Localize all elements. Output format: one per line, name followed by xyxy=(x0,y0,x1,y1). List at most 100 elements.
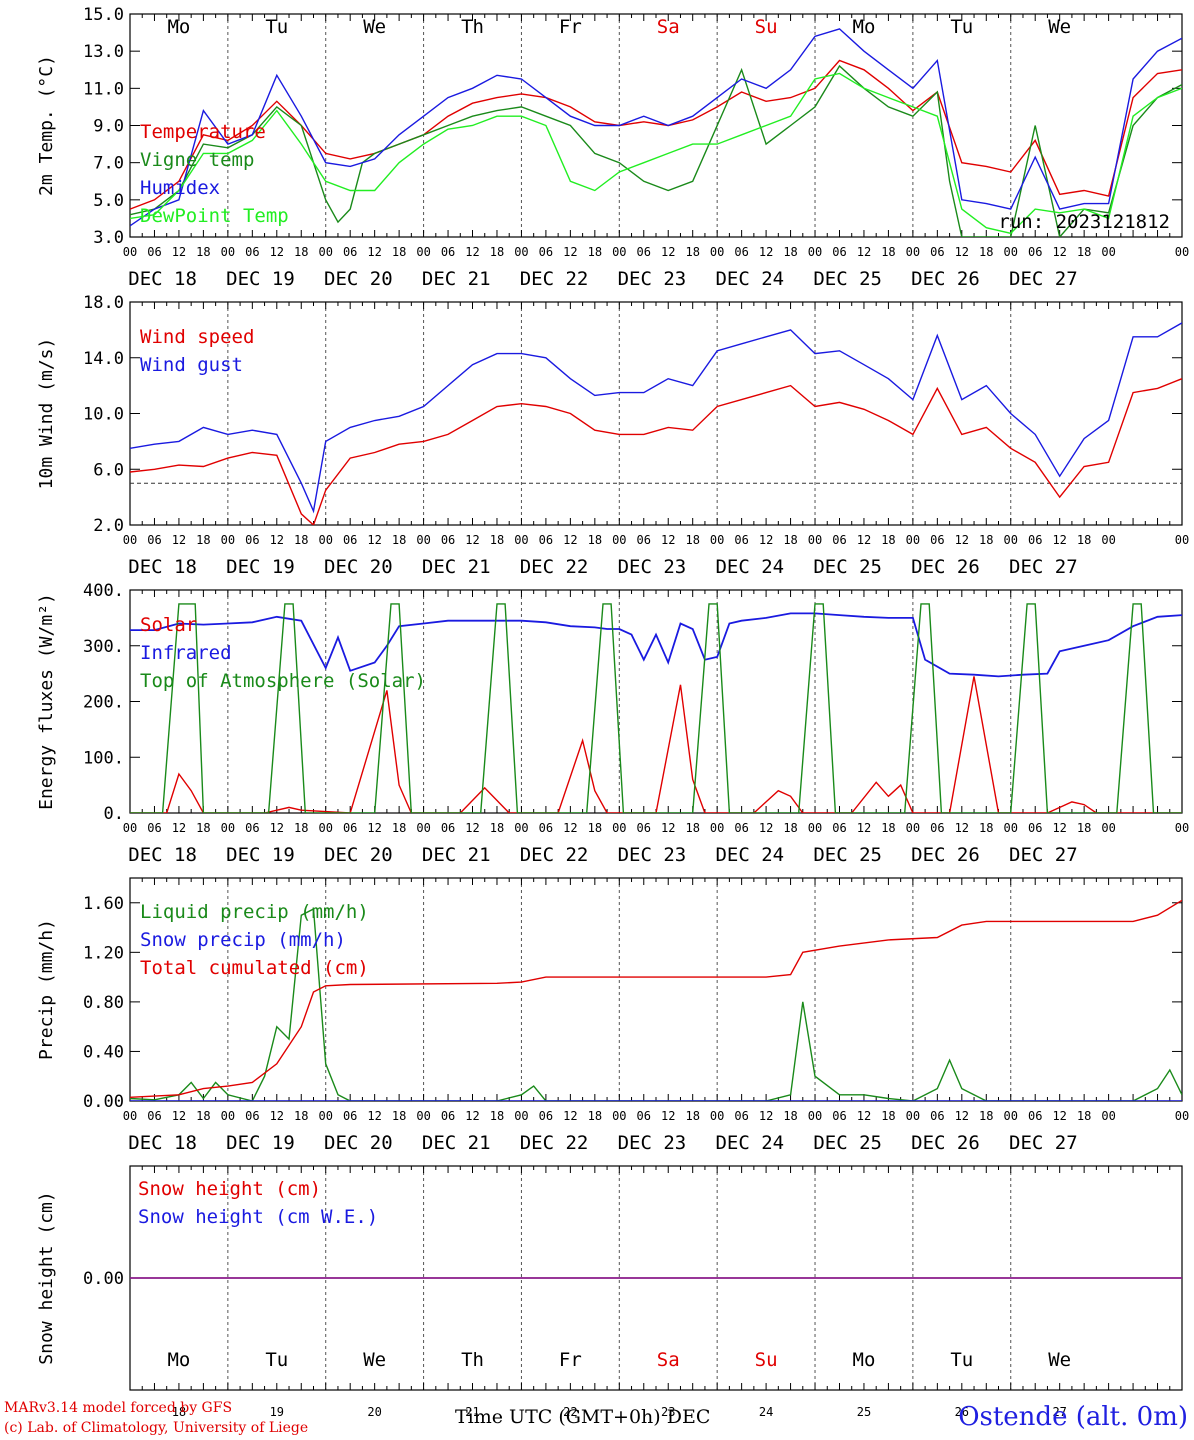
y-tick-label: 300. xyxy=(83,637,124,657)
series-line-vigne-temp xyxy=(130,64,1182,237)
day-date-label: DEC 24 xyxy=(715,844,784,866)
x-tick-label: 06 xyxy=(441,533,455,547)
series-line-wind-speed xyxy=(130,378,1182,525)
y-tick-label: 3.0 xyxy=(93,228,124,248)
lab-credit: (c) Lab. of Climatology, University of L… xyxy=(4,1420,309,1436)
series-line-infrared xyxy=(130,612,1182,678)
x-tick-label: 00 xyxy=(906,821,920,835)
x-tick-label: 12 xyxy=(955,821,969,835)
x-tick-label: 00 xyxy=(906,1109,920,1123)
x-tick-label: 06 xyxy=(245,821,259,835)
y-tick-label: 0. xyxy=(104,804,124,824)
x-tick-label: 18 xyxy=(588,1109,602,1123)
x-tick-label: 06 xyxy=(441,821,455,835)
y-tick-label: 400. xyxy=(83,581,124,601)
x-tick-label: 12 xyxy=(563,821,577,835)
x-tick-label: 18 xyxy=(881,1109,895,1123)
day-date-label: DEC 23 xyxy=(618,1132,687,1154)
x-tick-label: 06 xyxy=(539,821,553,835)
legend-entry: Solar xyxy=(140,614,197,636)
x-tick-label: 12 xyxy=(1052,821,1066,835)
weekday-label: Mo xyxy=(853,1349,876,1371)
x-tick-label: 00 xyxy=(612,245,626,259)
x-tick-label: 12 xyxy=(270,245,284,259)
day-date-label: DEC 25 xyxy=(813,1132,882,1154)
x-tick-label: 12 xyxy=(367,1109,381,1123)
x-tick-label: 00 xyxy=(906,245,920,259)
x-tick-label: 12 xyxy=(465,245,479,259)
x-axis-month: DEC xyxy=(666,1406,711,1428)
panel-2: 00 06 12 18 00 06 12 18 00 06 12 18 00 06 12 18 00 06 12 18… xyxy=(36,293,1189,578)
x-tick-label: 00 xyxy=(808,1109,822,1123)
legend-entry: Temperature xyxy=(140,121,266,143)
x-tick-label: 00 xyxy=(808,533,822,547)
day-date-label: DEC 21 xyxy=(422,556,491,578)
x-tick-label: 06 xyxy=(1028,533,1042,547)
x-tick-label: 06 xyxy=(832,533,846,547)
x-tick-label: 06 xyxy=(343,245,357,259)
weekday-label: Sa xyxy=(657,16,680,38)
x-tick-label: 00 xyxy=(906,533,920,547)
x-tick-label: 12 xyxy=(661,533,675,547)
y-tick-label: 14.0 xyxy=(83,349,124,369)
x-tick-label: 12 xyxy=(857,1109,871,1123)
x-tick-label: 18 xyxy=(685,245,699,259)
day-number-label: 27 xyxy=(1052,1405,1066,1419)
weekday-label: We xyxy=(363,1349,386,1371)
weekday-label: Fr xyxy=(559,16,582,38)
x-tick-label: 12 xyxy=(172,821,186,835)
x-tick-label: 18 xyxy=(588,245,602,259)
plot-frame xyxy=(129,589,1183,814)
day-date-label: DEC 20 xyxy=(324,556,393,578)
x-tick-label: 18 xyxy=(196,533,210,547)
day-date-label: DEC 18 xyxy=(128,1132,197,1154)
x-tick-label: 12 xyxy=(759,821,773,835)
series-line-humidex xyxy=(130,28,1182,227)
panel-3: 00 06 12 18 00 06 12 18 00 06 12 18 00 06 12 18 00 06 12 18… xyxy=(36,581,1189,866)
panel-1: 00 06 12 18 00 06 12 18 00 06 12 18 00 06 12 18 00 06 12 18… xyxy=(36,5,1189,290)
x-tick-label: 00 xyxy=(416,533,430,547)
x-tick-label: 18 xyxy=(685,821,699,835)
x-tick-label: 12 xyxy=(465,1109,479,1123)
y-tick-label: 100. xyxy=(83,748,124,768)
x-tick-label: 00 xyxy=(1101,1109,1115,1123)
x-tick-label: 18 xyxy=(881,245,895,259)
x-tick-label: 18 xyxy=(979,533,993,547)
y-axis-label: 10m Wind (m/s) xyxy=(36,338,57,490)
legend-entry: Vigne temp xyxy=(140,149,254,171)
series-line-dewpoint-temp xyxy=(130,72,1182,235)
x-tick-label: 18 xyxy=(588,533,602,547)
x-tick-label: 00 xyxy=(221,1109,235,1123)
x-tick-label: 18 xyxy=(294,533,308,547)
x-tick-label: 00 xyxy=(1101,821,1115,835)
x-tick-label: 18 xyxy=(783,245,797,259)
x-tick-label: 12 xyxy=(1052,1109,1066,1123)
day-date-label: DEC 19 xyxy=(226,1132,295,1154)
day-date-label: DEC 26 xyxy=(911,1132,980,1154)
y-tick-label: 200. xyxy=(83,693,124,713)
y-tick-label: 6.0 xyxy=(93,460,124,480)
x-tick-label: 12 xyxy=(465,533,479,547)
x-tick-label: 18 xyxy=(490,245,504,259)
weekday-label: Tu xyxy=(265,1349,288,1371)
x-tick-label: 06 xyxy=(637,1109,651,1123)
day-date-label: DEC 18 xyxy=(128,844,197,866)
day-date-label: DEC 27 xyxy=(1009,844,1078,866)
x-tick-label: 12 xyxy=(955,533,969,547)
x-tick-label: 00 xyxy=(221,821,235,835)
day-date-label: DEC 19 xyxy=(226,844,295,866)
x-tick-label: 18 xyxy=(294,1109,308,1123)
legend-entry: Wind gust xyxy=(140,354,243,376)
weekday-label: Su xyxy=(755,16,778,38)
x-tick-label: 12 xyxy=(1052,533,1066,547)
x-tick-label: 00 xyxy=(1004,1109,1018,1123)
x-tick-label: 18 xyxy=(979,245,993,259)
weekday-label: Th xyxy=(461,1349,484,1371)
x-tick-label: 12 xyxy=(955,245,969,259)
x-tick-label: 06 xyxy=(441,1109,455,1123)
day-date-label: DEC 19 xyxy=(226,556,295,578)
y-tick-label: 1.20 xyxy=(83,943,124,963)
x-tick-label: 06 xyxy=(832,821,846,835)
x-tick-label: 18 xyxy=(1077,245,1091,259)
